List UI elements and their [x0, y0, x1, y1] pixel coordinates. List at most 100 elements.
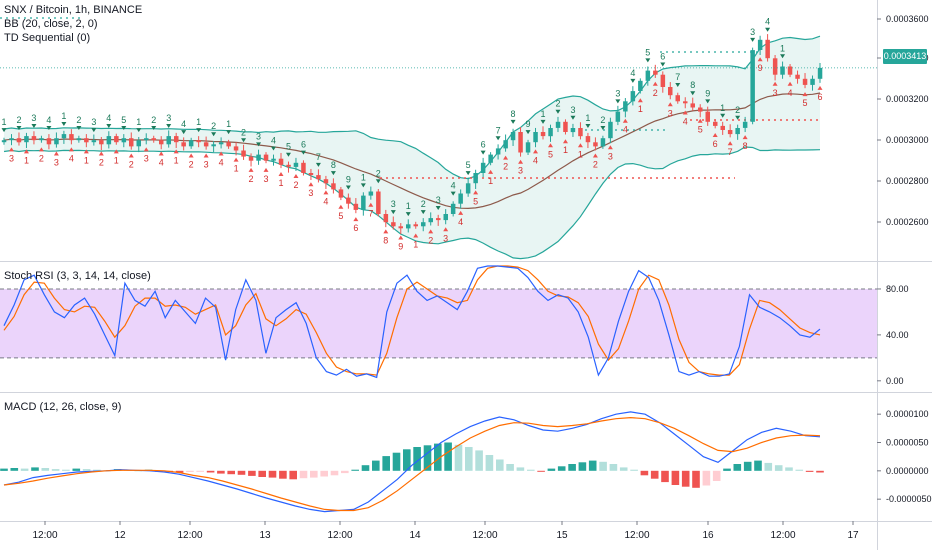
macd-histogram-bar: [403, 449, 411, 471]
macd-histogram-bar: [537, 470, 545, 472]
candle-body: [570, 128, 576, 133]
td-buy-arrow: [143, 147, 149, 152]
td-sell-arrow: [735, 115, 741, 120]
td-sell-arrow: [555, 109, 561, 114]
macd-histogram-bar: [186, 470, 194, 472]
macd-histogram-bar: [93, 469, 101, 471]
macd-histogram-bar: [299, 470, 308, 479]
td-sell-arrow: [630, 78, 636, 83]
candle-body: [121, 138, 127, 143]
td-sell-arrow: [570, 115, 576, 120]
td-sell-count: 1: [541, 109, 546, 119]
candle-body: [159, 140, 164, 145]
macd-histogram-bar: [671, 470, 680, 485]
td-buy-count: 1: [563, 145, 568, 155]
td-buy-arrow: [173, 149, 179, 154]
candle-body: [540, 132, 546, 137]
candle-body: [61, 134, 67, 139]
price-axis-label: 0.0003200: [886, 94, 929, 104]
td-buy-count: 8: [383, 235, 388, 245]
td-buy-count: 1: [578, 149, 583, 159]
td-sell-count: 1: [1, 117, 6, 127]
time-axis-label: 12:00: [472, 530, 497, 541]
td-sequential-title[interactable]: TD Sequential (0): [4, 32, 91, 44]
macd-histogram-bar: [382, 456, 390, 471]
candle-body: [278, 158, 284, 165]
td-buy-arrow: [98, 151, 104, 156]
candle-body: [308, 173, 314, 175]
td-sell-count: 7: [496, 125, 501, 135]
macd-histogram-bar: [630, 469, 638, 471]
td-buy-count: 1: [638, 104, 643, 114]
macd-histogram-bar: [444, 442, 452, 471]
td-sell-arrow: [91, 128, 97, 133]
bb-indicator-title[interactable]: BB (20, close, 2, 0): [4, 18, 98, 30]
td-sell-count: 9: [526, 119, 531, 129]
macd-histogram-bar: [268, 470, 277, 478]
time-axis-label: 12:00: [770, 530, 795, 541]
macd-pane[interactable]: [0, 411, 824, 513]
td-sell-arrow: [405, 212, 411, 217]
signal-line: [3, 416, 821, 512]
td-sell-arrow: [525, 130, 531, 135]
stoch-rsi-pane[interactable]: [0, 265, 877, 379]
td-buy-count: 5: [473, 196, 478, 206]
candle-body: [338, 189, 344, 198]
td-buy-count: 8: [743, 141, 748, 151]
stoch-rsi-title[interactable]: Stoch RSI (3, 3, 14, 14, close): [4, 270, 151, 282]
candle-body: [376, 191, 381, 214]
td-buy-count: 4: [219, 158, 224, 168]
macd-histogram-bar: [248, 470, 256, 476]
macd-histogram-bar: [82, 469, 91, 471]
macd-histogram-bar: [609, 464, 618, 471]
candle-body: [383, 214, 389, 223]
candle-body: [720, 125, 725, 130]
td-sell-count: 4: [765, 17, 770, 27]
td-buy-count: 4: [533, 155, 538, 165]
macd-histogram-bar: [341, 470, 349, 474]
td-sell-count: 4: [106, 113, 111, 123]
macd-title[interactable]: MACD (12, 26, close, 9): [4, 401, 122, 413]
td-buy-count: 4: [69, 153, 74, 163]
td-buy-count: 5: [338, 211, 343, 221]
rsi-band-fill: [0, 289, 877, 358]
candle-body: [742, 121, 748, 128]
td-sell-arrow: [390, 210, 396, 215]
td-buy-count: 5: [803, 98, 808, 108]
td-buy-arrow: [443, 227, 449, 232]
td-buy-arrow: [607, 145, 613, 150]
td-sell-count: 3: [256, 131, 261, 141]
td-sell-count: 5: [466, 160, 471, 170]
td-buy-arrow: [8, 147, 14, 152]
td-buy-count: 2: [593, 160, 598, 170]
td-buy-arrow: [188, 153, 194, 158]
td-sell-arrow: [271, 146, 277, 151]
candle-body: [645, 70, 651, 81]
macd-histogram-bar: [743, 461, 752, 471]
symbol-title[interactable]: SNX / Bitcoin, 1h, BINANCE: [4, 4, 143, 16]
candle-body: [331, 183, 336, 190]
td-buy-count: 9: [398, 242, 403, 252]
td-buy-arrow: [128, 153, 134, 158]
time-axis-label: 13: [259, 530, 271, 541]
candle-body: [780, 66, 785, 75]
macd-histogram-bar: [547, 468, 556, 471]
macd-histogram-bar: [733, 464, 742, 471]
macd-histogram-bar: [289, 470, 297, 480]
td-sell-count: 4: [181, 119, 186, 129]
candle-body: [518, 132, 523, 153]
td-buy-count: 4: [788, 88, 793, 98]
time-axis-label: 12:00: [327, 530, 352, 541]
td-buy-count: 2: [99, 158, 104, 168]
td-sell-arrow: [660, 62, 666, 67]
macd-histogram-bar: [62, 469, 70, 471]
td-sell-arrow: [465, 171, 471, 176]
candle-body: [233, 146, 239, 151]
td-sell-arrow: [705, 99, 711, 104]
td-buy-count: 2: [249, 174, 254, 184]
td-sell-count: 5: [645, 47, 650, 57]
candle-body: [151, 138, 156, 141]
macd-histogram-bar: [527, 469, 535, 471]
